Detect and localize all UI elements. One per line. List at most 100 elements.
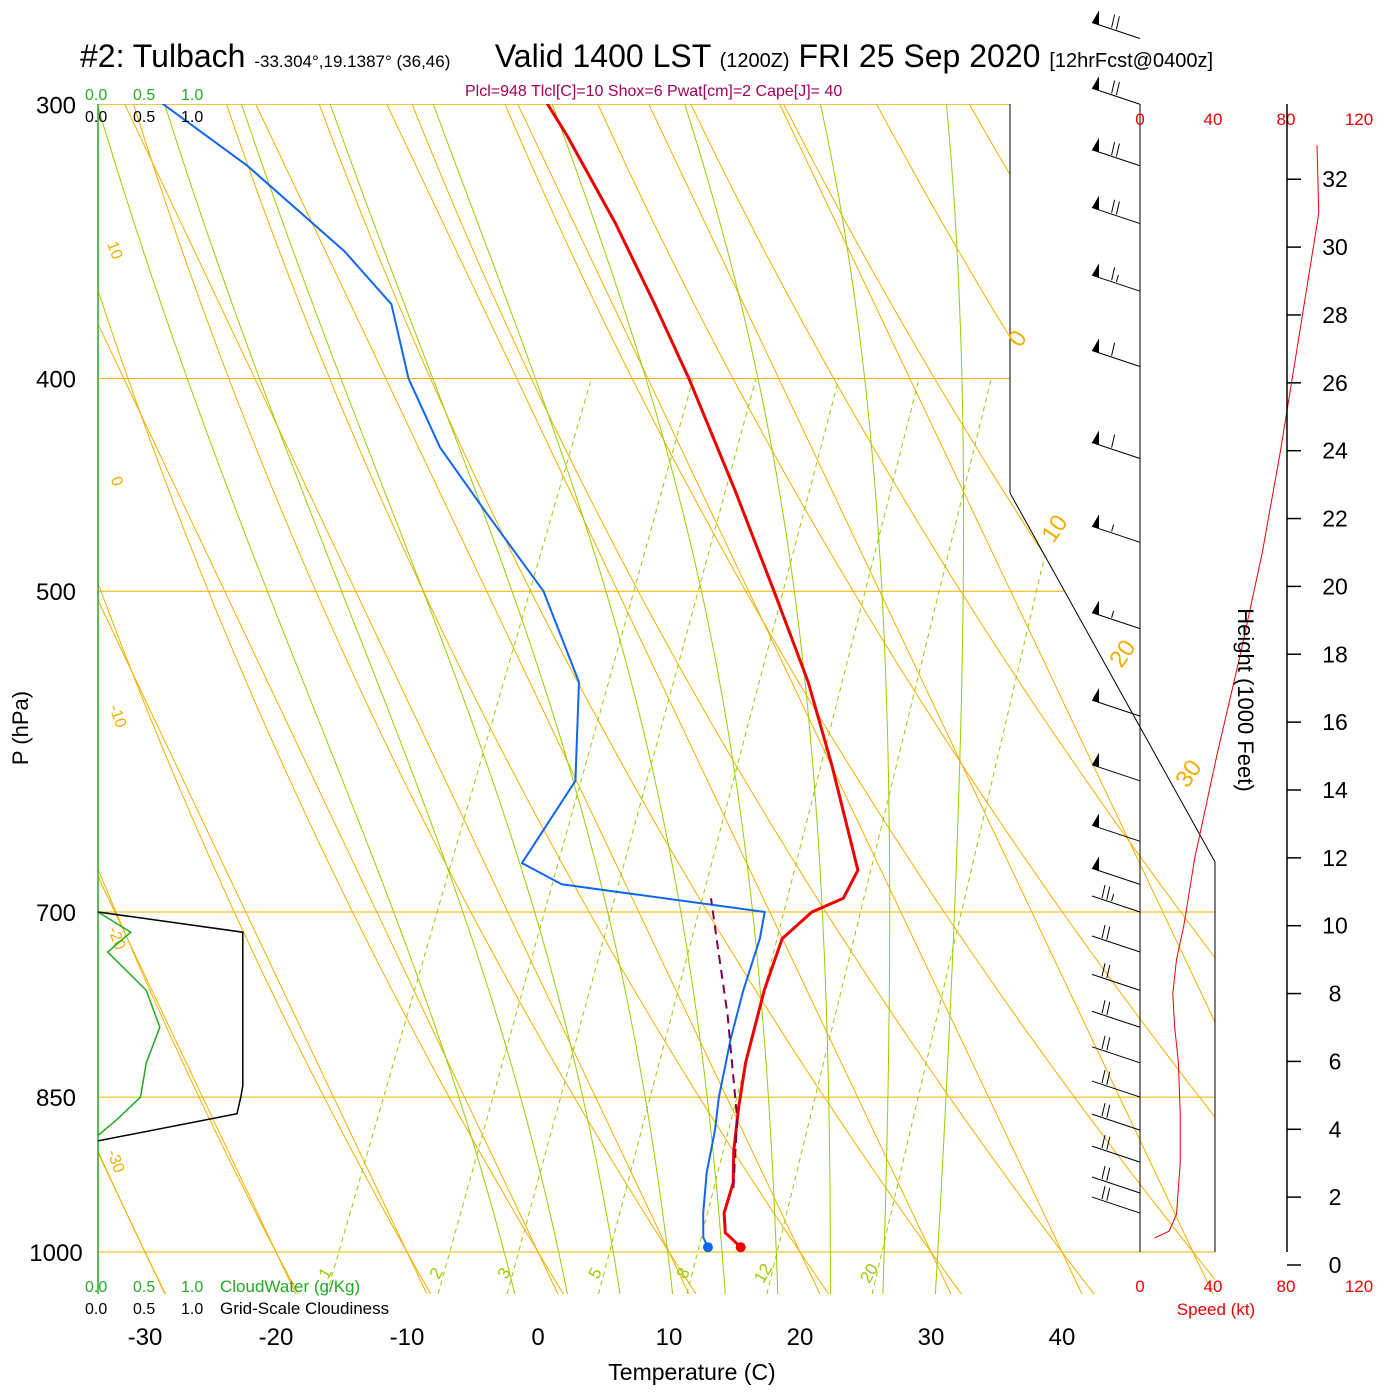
cloudiness-tick-bottom: 0.5 [133, 1301, 155, 1318]
temperature-line [485, 104, 860, 1249]
wind-barb-flag [1101, 1134, 1106, 1149]
wind-barb-staff [1091, 525, 1141, 543]
wind-barb [1091, 688, 1141, 717]
wind-barb-flag [1115, 16, 1120, 30]
height-tick-label: 10 [1322, 913, 1348, 939]
sounding-indices: Plcl=948 Tlcl[C]=10 Shox=6 Pwat[cm]=2 Ca… [465, 83, 843, 100]
dry-adiabat-line [158, 104, 833, 1294]
wind-barb [1091, 137, 1141, 167]
height-tick-label: 28 [1322, 302, 1348, 328]
wind-barb-staff [1091, 1046, 1141, 1064]
cloud-water-line [97, 911, 161, 1137]
wind-barb [1091, 514, 1141, 543]
station-name: #2: Tulbach [80, 38, 246, 74]
isotherm-label: 20 [1104, 635, 1141, 672]
dry-adiabat-line [681, 104, 1215, 1294]
mixing-ratio-label: 8 [673, 1264, 694, 1282]
surface-temperature-dot [735, 1242, 746, 1253]
wind-barb [1091, 752, 1141, 782]
temperature-tick-label: 40 [1049, 1324, 1076, 1351]
wind-barb-pennant [1092, 856, 1099, 871]
wind-barb-flag [1111, 14, 1116, 28]
parcel-line [710, 898, 739, 1188]
dry-adiabat-line [420, 104, 1215, 1294]
wind-barb [1091, 1165, 1141, 1194]
temperature-tick-label: 0 [531, 1324, 544, 1351]
dry-adiabat-line [98, 104, 301, 1294]
wind-barb-flag [1101, 924, 1106, 939]
wind-barb-staff [1091, 1176, 1141, 1194]
wind-scale-tick-top: 0 [1135, 110, 1144, 129]
isotherm-line [98, 104, 297, 1294]
cloudiness-tick-top: 1.0 [181, 109, 203, 126]
moist-adiabat-line [488, 104, 779, 1294]
mixing-ratio-line [686, 378, 920, 1294]
wind-barb-staff [1091, 207, 1141, 225]
wind-barb-flag [1106, 1136, 1111, 1150]
forecast-label: [12hrFcst@0400z] [1049, 50, 1214, 72]
cloudiness-tick-bottom: 1.0 [181, 1301, 203, 1318]
wind-barb-pennant [1092, 338, 1099, 353]
wind-barb-halfflag [1111, 610, 1115, 618]
pressure-tick-label: 400 [36, 367, 76, 394]
dry-adiabat-line [594, 104, 1215, 1294]
wind-barb [1091, 856, 1141, 885]
wind-barb-staff [1091, 824, 1141, 842]
wind-barb [1091, 76, 1141, 105]
wind-barb [1091, 884, 1141, 913]
wind-barb-flag [1106, 1037, 1111, 1051]
dry-adiabat-line [333, 104, 1098, 1294]
wind-barb [1091, 195, 1141, 225]
isotherm-line [779, 104, 1215, 1294]
wind-barb-staff [1091, 973, 1141, 991]
wind-barb-staff [1091, 350, 1141, 367]
wind-barb-flag [1115, 81, 1120, 96]
wind-barb [1091, 338, 1141, 367]
isotherm-label: -10 [105, 703, 129, 731]
height-tick-label: 24 [1322, 438, 1348, 464]
wind-barb-flag [1101, 884, 1106, 899]
wind-barb-pennant [1092, 10, 1099, 25]
isotherm-line [124, 104, 690, 1294]
temperature-axis-title: Temperature (C) [608, 1359, 775, 1385]
wind-barb-flag [1106, 886, 1111, 900]
wind-barb-flag [1111, 434, 1116, 448]
height-tick-label: 12 [1322, 845, 1348, 871]
surface-dewpoint-dot [702, 1242, 713, 1253]
height-tick-label: 14 [1322, 777, 1348, 803]
wind-barb-staff [1091, 1113, 1141, 1131]
height-tick-label: 32 [1322, 166, 1348, 192]
height-tick-label: 26 [1322, 370, 1348, 396]
wind-barb-staff [1091, 764, 1141, 782]
mixing-ratio-label: 12 [750, 1260, 776, 1286]
wind-barb-pennant [1092, 195, 1099, 210]
cloudiness-line [97, 911, 244, 1142]
height-tick-label: 16 [1322, 709, 1348, 735]
wind-scale-tick-top: 40 [1204, 110, 1223, 129]
mixing-ratio-line [326, 378, 592, 1294]
height-axis-title: Height (1000 Feet) [1233, 608, 1258, 791]
isotherm-line [255, 104, 821, 1294]
wind-barb [1091, 1103, 1141, 1131]
moist-adiabat-line [625, 104, 831, 1294]
moist-adiabat-line [776, 104, 891, 1294]
wind-barb-staff [1091, 1010, 1141, 1028]
height-tick-label: 18 [1322, 641, 1348, 667]
temperature-tick-label: 10 [656, 1324, 683, 1351]
moist-adiabat-line [370, 104, 726, 1294]
mixing-ratio-line [506, 378, 757, 1294]
plot-frame-right [1009, 104, 1216, 1252]
mixing-ratio-label: 2 [426, 1264, 447, 1282]
wind-barb-pennant [1092, 752, 1099, 767]
wind-barb-flag [1111, 199, 1116, 213]
wind-barb-staff [1091, 867, 1141, 885]
height-tick-label: 0 [1329, 1252, 1342, 1278]
cloudiness-tick-bottom: 0.0 [85, 1301, 107, 1318]
height-tick-label: 4 [1329, 1116, 1342, 1142]
wind-barb-flag [1106, 1001, 1111, 1015]
wind-barb-flag [1115, 143, 1120, 157]
wind-barb-flag [1106, 1104, 1111, 1118]
wind-scale-tick-bottom: 40 [1204, 1277, 1223, 1296]
wind-barb-flag [1101, 963, 1106, 977]
